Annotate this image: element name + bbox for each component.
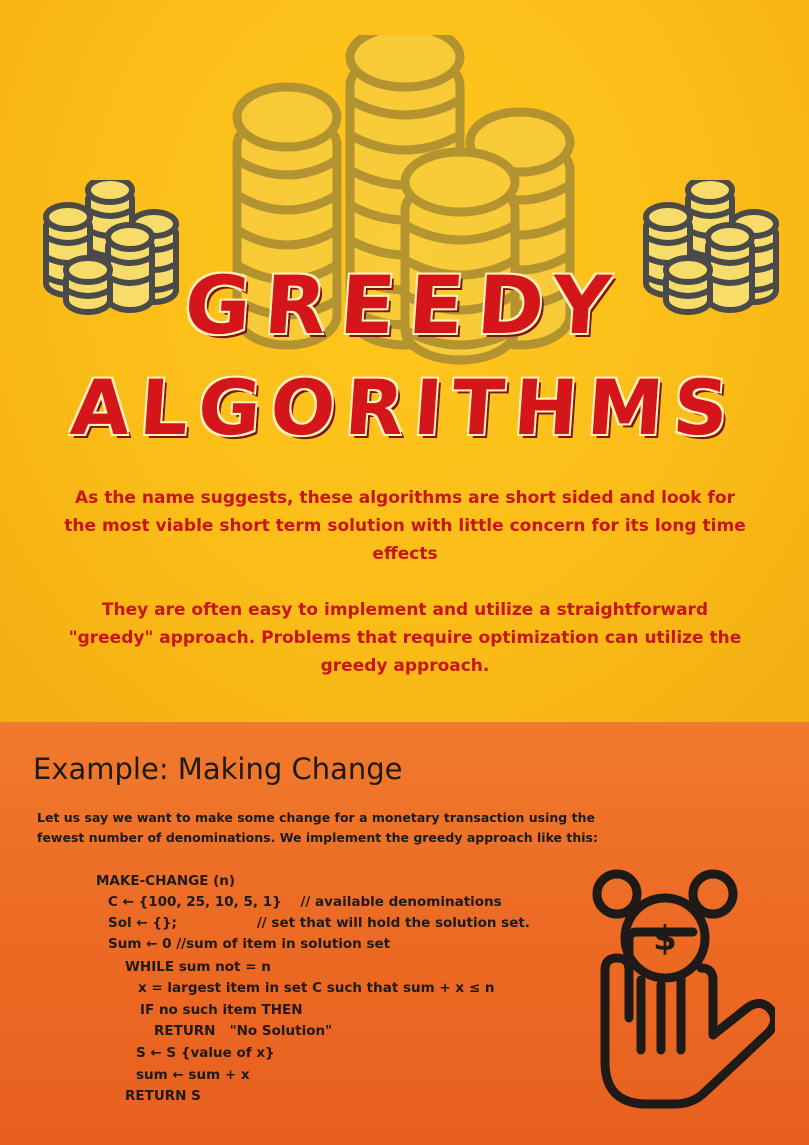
title-line-2: ALGORITHMS [67, 363, 742, 452]
intro-paragraph-1: As the name suggests, these algorithms a… [64, 488, 746, 564]
coin-stack-icon [43, 180, 179, 315]
coin-stack-icon [643, 180, 779, 315]
code-line: Sol ← {}; // set that will hold the solu… [108, 915, 530, 931]
code-line: Sum ← 0 //sum of item in solution set [108, 936, 391, 952]
intro-paragraph-2: They are often easy to implement and uti… [68, 600, 742, 676]
code-line: C ← {100, 25, 10, 5, 1} // available den… [108, 894, 502, 910]
code-line: RETURN S [125, 1088, 201, 1104]
title-line-1: GREEDY [181, 259, 628, 352]
example-heading: Example: Making Change [33, 752, 403, 786]
code-line: RETURN "No Solution" [154, 1023, 333, 1039]
large-coin-stacks-icon [232, 35, 575, 365]
code-line: WHILE sum not = n [125, 959, 271, 975]
code-line: x = largest item in set C such that sum … [138, 980, 495, 996]
svg-text:$: $ [653, 919, 677, 959]
hand-holding-dollar-coin-icon: $ [592, 869, 775, 1109]
code-line: S ← S {value of x} [136, 1045, 275, 1061]
top-panel [0, 0, 809, 722]
code-line: IF no such item THEN [140, 1002, 303, 1018]
code-line: sum ← sum + x [136, 1067, 250, 1083]
example-description: Let us say we want to make some change f… [37, 810, 598, 845]
code-line: MAKE-CHANGE (n) [96, 873, 236, 889]
